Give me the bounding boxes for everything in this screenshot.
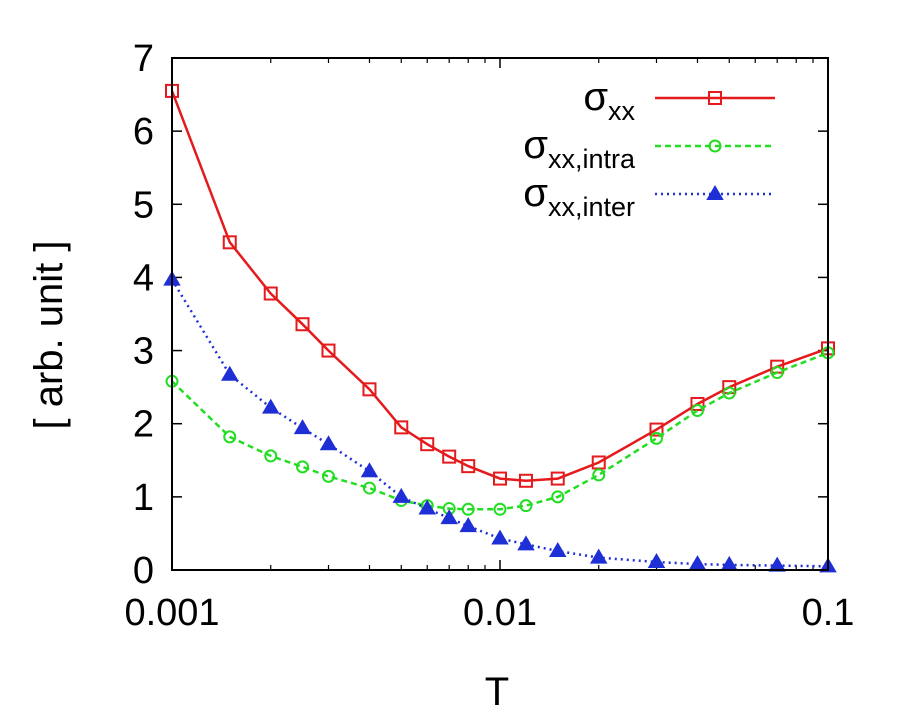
y-tick-label: 4 bbox=[133, 257, 154, 299]
legend-label: σxx bbox=[583, 75, 635, 126]
series-line bbox=[170, 90, 829, 483]
data-point bbox=[461, 502, 475, 516]
data-point bbox=[519, 499, 533, 513]
data-point bbox=[221, 365, 239, 381]
series-xx-inter bbox=[163, 270, 837, 573]
data-point bbox=[722, 386, 736, 400]
x-tick-label: 0.1 bbox=[802, 592, 855, 634]
data-point bbox=[293, 419, 312, 435]
legend-label: σxx,intra bbox=[523, 123, 636, 174]
legend-marker bbox=[706, 185, 724, 200]
data-point bbox=[770, 366, 784, 380]
data-point bbox=[360, 462, 379, 478]
data-point bbox=[690, 404, 704, 418]
y-tick-label: 1 bbox=[133, 477, 154, 519]
y-tick-label: 6 bbox=[133, 111, 154, 153]
legend-entry: σxx bbox=[583, 75, 775, 126]
plot-frame bbox=[171, 57, 829, 571]
data-point bbox=[550, 471, 565, 486]
data-point bbox=[592, 468, 606, 482]
data-point bbox=[551, 490, 565, 504]
data-point bbox=[296, 460, 310, 474]
y-axis-label: [ arb. unit ] bbox=[27, 241, 71, 430]
data-point bbox=[440, 509, 458, 525]
y-tick-label: 5 bbox=[133, 184, 154, 226]
y-tick-label: 3 bbox=[133, 331, 154, 373]
x-tick-label: 0.001 bbox=[124, 592, 219, 634]
data-point bbox=[362, 481, 376, 495]
data-point bbox=[589, 548, 608, 564]
data-point bbox=[222, 235, 237, 250]
x-axis-label: T bbox=[485, 670, 509, 714]
tick-labels: 0 1 2 3 4 5 6 7 0.001 0.01 0.1 bbox=[124, 38, 854, 634]
series-xx-intra bbox=[165, 346, 835, 516]
data-point bbox=[418, 499, 436, 515]
data-point bbox=[549, 541, 567, 557]
data-point bbox=[394, 420, 409, 435]
data-point bbox=[461, 459, 476, 474]
data-point bbox=[517, 535, 535, 551]
data-point bbox=[420, 437, 435, 452]
data-point bbox=[321, 343, 336, 358]
y-tick-label: 0 bbox=[133, 550, 154, 592]
legend-marker bbox=[708, 139, 722, 153]
data-point bbox=[442, 449, 457, 464]
data-point bbox=[321, 469, 335, 483]
data-point bbox=[649, 431, 663, 445]
data-point bbox=[493, 502, 507, 516]
data-point bbox=[491, 529, 509, 545]
data-point bbox=[295, 317, 310, 332]
data-point bbox=[264, 449, 278, 463]
data-point bbox=[392, 487, 411, 503]
y-tick-label: 7 bbox=[133, 38, 154, 80]
data-point bbox=[261, 398, 280, 414]
data-point bbox=[690, 396, 705, 411]
data-point bbox=[459, 517, 477, 533]
data-point bbox=[493, 471, 507, 486]
data-point bbox=[518, 473, 533, 488]
y-tick-label: 2 bbox=[133, 404, 154, 446]
series-line bbox=[170, 278, 829, 568]
data-point bbox=[223, 430, 237, 444]
series-line bbox=[171, 351, 829, 511]
legend-label: σxx,inter bbox=[523, 171, 635, 222]
x-tick-label: 0.01 bbox=[463, 592, 537, 634]
legend-entry: σxx,inter bbox=[523, 171, 775, 222]
data-point bbox=[649, 422, 664, 437]
data-point bbox=[319, 435, 338, 451]
data-point bbox=[263, 286, 278, 301]
legend-entry: σxx,intra bbox=[523, 123, 775, 174]
series-xx bbox=[165, 83, 835, 488]
axis-ticks bbox=[171, 57, 829, 571]
legend-marker bbox=[708, 91, 722, 105]
data-point bbox=[362, 382, 377, 397]
data-point bbox=[647, 552, 666, 568]
data-point bbox=[688, 555, 707, 571]
series-layer bbox=[163, 83, 837, 573]
